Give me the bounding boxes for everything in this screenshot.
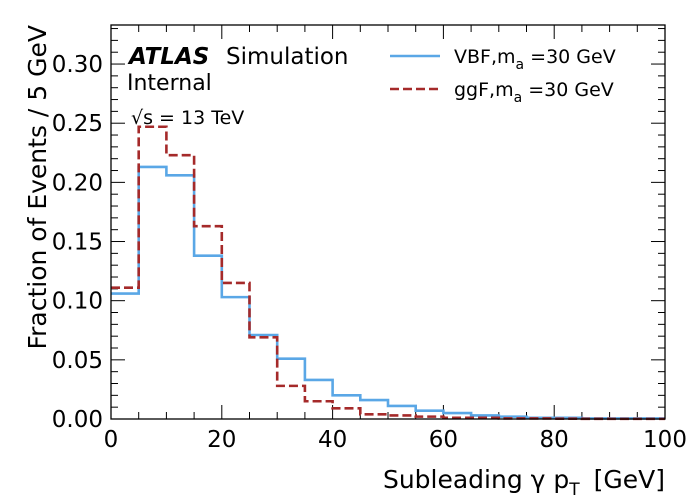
- y-tick-label: 0.10: [52, 289, 103, 315]
- series-ggf-step-line: [111, 125, 665, 421]
- simulation-label: Simulation: [226, 44, 349, 70]
- y-tick-label: 0.30: [52, 52, 103, 78]
- x-axis-title: Subleading γ pT [GeV]: [383, 465, 665, 500]
- y-tick-label: 0.20: [52, 170, 103, 196]
- ticks-layer: [110, 25, 666, 420]
- labels-layer: 0 20 40 60 80 100 0.00 0.05 0.10 0.15 0.20 0.25 0.30: [52, 52, 687, 453]
- legend-label-vbf: VBF,ma =30 GeV: [454, 46, 616, 73]
- legend: VBF,ma =30 GeV ggF,ma =30 GeV: [390, 46, 616, 106]
- legend-label-ggf: ggF,ma =30 GeV: [454, 79, 614, 106]
- series-layer: [111, 125, 665, 421]
- x-tick-label: 100: [643, 427, 687, 453]
- y-axis-title: Fraction of Events / 5 GeV: [23, 25, 52, 349]
- y-tick-label: 0.05: [52, 348, 103, 374]
- x-tick-label: 0: [104, 427, 119, 453]
- x-tick-label: 20: [207, 427, 236, 453]
- x-tick-label: 60: [429, 427, 458, 453]
- x-tick-label: 40: [318, 427, 347, 453]
- y-tick-label: 0.00: [52, 407, 103, 433]
- plot-frame: [110, 24, 666, 420]
- x-tick-label: 80: [540, 427, 569, 453]
- internal-label: Internal: [127, 71, 212, 96]
- energy-label: √s = 13 TeV: [131, 107, 244, 129]
- y-tick-label: 0.15: [52, 230, 103, 256]
- series-vbf-step-line: [111, 165, 665, 420]
- atlas-label: ATLAS: [127, 44, 209, 70]
- y-tick-label: 0.25: [52, 111, 103, 137]
